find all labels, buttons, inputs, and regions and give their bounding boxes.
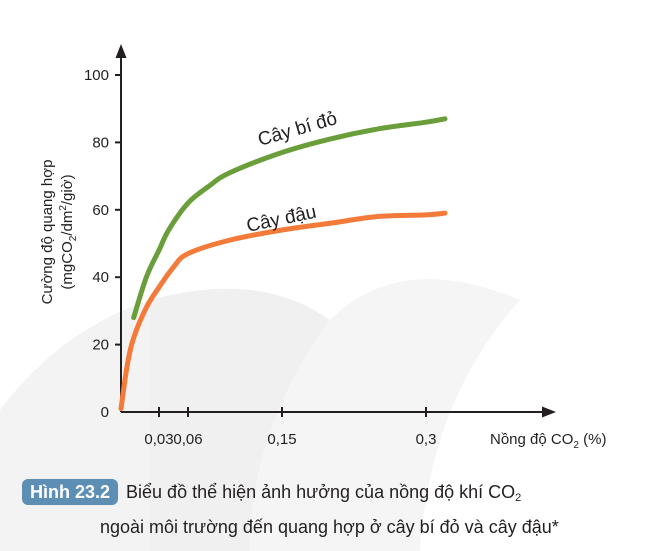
y-axis-title-line1: Cường độ quang hợp: [39, 160, 56, 305]
y-tick-label: 80: [92, 134, 109, 151]
x-axis-title: Nồng độ CO2 (%): [490, 431, 606, 451]
x-ticks: 0,03 0,06 0,15 0,3: [144, 407, 436, 448]
y-tick-label: 20: [92, 337, 109, 354]
chart-axes: [115, 44, 556, 418]
caption-text-2: ngoài môi trường đến quang hợp ở cây bí …: [100, 517, 559, 537]
y-axis-title: Cường độ quang hợp (mgCO2/dm2/giờ): [39, 160, 79, 305]
y-tick-label: 100: [84, 67, 109, 84]
series-line-dau: [118, 210, 448, 412]
x-tick-label: 0,3: [416, 431, 437, 448]
y-axis-title-line2: (mgCO2/dm2/giờ): [58, 174, 79, 289]
series-label-bi-do: Cây bí đỏ: [256, 108, 340, 151]
x-tick-label: 0,06: [173, 431, 202, 448]
chart-plot: 0 20 40 60 80 100 0,03 0,06 0,15 0,3 Cây bí đỏ C…: [39, 44, 606, 451]
y-axis-arrow: [115, 44, 127, 58]
series-line-bi-do: [131, 116, 448, 321]
caption-text-1: Biểu đồ thể hiện ảnh hưởng của nồng độ k…: [126, 482, 516, 502]
x-axis-arrow: [542, 406, 556, 418]
caption-subscript: 2: [515, 492, 522, 504]
y-ticks: 0 20 40 60 80 100: [84, 67, 121, 421]
chart-series: [118, 116, 448, 412]
x-tick-label: 0,03: [144, 431, 173, 448]
y-tick-label: 60: [92, 202, 109, 219]
figure-number-badge: Hình 23.2: [22, 479, 119, 505]
y-tick-label: 40: [92, 269, 109, 286]
y-tick-label: 0: [101, 404, 109, 421]
x-tick-label: 0,15: [267, 431, 296, 448]
figure-caption: Hình 23.2 Biểu đồ thể hiện ảnh hưởng của …: [22, 478, 632, 542]
